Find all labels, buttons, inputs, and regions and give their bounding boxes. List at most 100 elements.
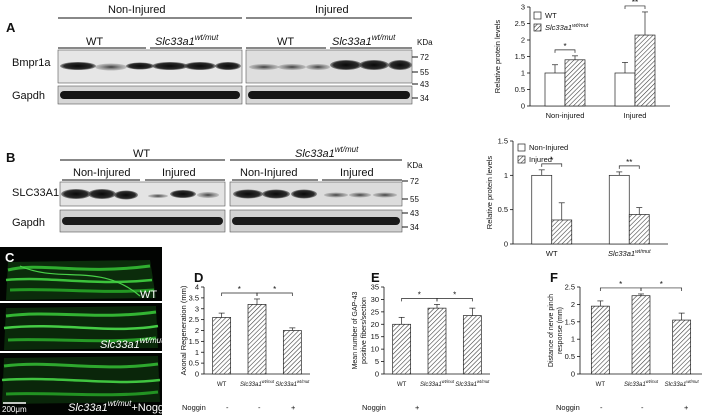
x-tick-label: WT (397, 382, 407, 388)
legend-swatch (517, 155, 526, 164)
bar (247, 304, 267, 375)
noggin-e-3: + (415, 403, 420, 412)
y-tick-label: 5 (375, 357, 379, 366)
significance-mark: ** (632, 0, 638, 7)
x-tick-label: Slc33a1wt/mut (275, 379, 310, 388)
bar (564, 59, 586, 107)
noggin-row-f: Noggin - - + (556, 403, 689, 412)
blot-a-group-left: Non-Injured (108, 4, 165, 16)
blot-a-kda: KDa (417, 38, 433, 47)
micrographs (0, 247, 162, 415)
y-tick-label: 4 (195, 283, 199, 292)
significance-mark: * (273, 285, 276, 294)
legend-swatch (533, 11, 542, 20)
y-axis-label: Relative protein levels (485, 156, 494, 230)
panel-label-e: E (371, 270, 380, 285)
y-tick-label: 1.5 (565, 317, 575, 326)
significance-bracket (640, 287, 683, 291)
significance-bracket (256, 292, 293, 296)
significance-mark: * (453, 290, 456, 299)
significance-bracket (554, 49, 576, 53)
y-tick-label: 0 (375, 370, 379, 379)
micrograph-mut-noggin (1, 356, 161, 404)
significance-mark: * (238, 285, 241, 294)
blot-a-markers: 72 55 43 34 (412, 53, 429, 103)
blot-b-marker-72: 72 (410, 177, 419, 186)
blot-b-markers: 72 55 43 34 (402, 177, 419, 232)
blot-a-mut-right: Slc33a1wt/mut (332, 33, 396, 48)
bar (282, 330, 302, 375)
y-tick-label: 20 (371, 320, 379, 329)
chart-d: 0 0.5 1 1.5 2 2.5 3 3.54 Axonal Regeneration (mm… (179, 283, 310, 389)
legend-label: WT (545, 11, 557, 20)
panel-label-b: B (6, 150, 15, 165)
noggin-f-1: - (600, 403, 603, 412)
significance-mark: * (550, 156, 553, 165)
blot-b-images (59, 181, 403, 233)
y-tick-label: 10 (371, 345, 379, 354)
chart-f: 0 0.5 1 1.5 2 2.5 Distance of nerve pinch respo… (548, 280, 702, 388)
blot-a-mut-left: Slc33a1wt/mut (155, 33, 219, 48)
noggin-row-e: Noggin + (362, 403, 420, 412)
noggin-d-2: - (258, 403, 261, 412)
bar (544, 72, 566, 107)
x-tick-label: Slc33a1wt/mut (455, 379, 490, 388)
blot-b-marker-43: 43 (410, 209, 419, 218)
x-tick-label: Slc33a1wt/mut (240, 379, 275, 388)
significance-mark: ** (626, 158, 632, 167)
bar (672, 319, 692, 375)
blot-a-marker-55: 55 (420, 68, 429, 77)
panel-label-c: C (5, 250, 15, 265)
micrograph-label-wt: WT (140, 289, 157, 301)
blot-b-row2-label: Gapdh (12, 217, 45, 229)
noggin-f-2: - (641, 403, 644, 412)
bar (628, 214, 650, 245)
y-tick-label: 0.5 (515, 85, 525, 94)
significance-bracket (541, 163, 563, 167)
bar (212, 317, 232, 375)
y-axis-label: positive fibers/section (361, 297, 368, 364)
blot-a-marker-72: 72 (420, 53, 429, 62)
legend-label: Injured (529, 155, 552, 164)
blot-a-images (57, 49, 413, 105)
legend-swatch (517, 143, 526, 152)
y-tick-label: 30 (371, 295, 379, 304)
chart-b: 0 0.5 1 1.5 Relative protein levels WT Slc33a1… (485, 137, 668, 258)
significance-mark: * (619, 280, 622, 289)
y-axis-label: Mean number of GAP-43 (352, 291, 359, 369)
y-tick-label: 1.5 (189, 337, 199, 346)
y-tick-label: 1 (195, 348, 199, 357)
noggin-label-d: Noggin (182, 403, 206, 412)
noggin-row-d: Noggin - - + (182, 403, 296, 412)
blot-a-row2-label: Gapdh (12, 90, 45, 102)
bar (614, 72, 636, 107)
noggin-d-1: - (226, 403, 229, 412)
x-tick-label: Slc33a1wt/mut (624, 379, 659, 388)
y-tick-label: 0 (571, 370, 575, 379)
blot-b-marker-55: 55 (410, 195, 419, 204)
bar (608, 174, 630, 245)
y-tick-label: 0.5 (498, 205, 508, 214)
chart-e: 0 5 10 15 20 25 30 35 Mean number of GAP-43 posit… (352, 283, 490, 389)
blot-b-injured-left: Injured (162, 167, 196, 179)
y-axis-label: Distance of nerve pinch (548, 294, 555, 367)
chart-a: 0 0.5 1 1.5 2 2.5 3 Relative protein levels Non-… (493, 0, 670, 120)
legend-label: Slc33a1wt/mut (545, 23, 589, 32)
y-tick-label: 1 (504, 171, 508, 180)
y-axis-label: Axonal Regeneration (mm) (179, 285, 188, 375)
y-tick-label: 1 (521, 69, 525, 78)
significance-bracket (624, 5, 646, 9)
y-tick-label: 0 (195, 370, 199, 379)
significance-bracket (436, 298, 473, 302)
blot-b-wt-group: WT (133, 148, 150, 160)
significance-mark: * (418, 290, 421, 299)
blot-b-row1-label: SLC33A1 (12, 187, 59, 199)
micrograph-label-mut-noggin: Slc33a1wt/mut+Noggin (68, 399, 173, 414)
y-tick-label: 1.5 (498, 137, 508, 146)
significance-mark: * (660, 280, 663, 289)
y-tick-label: 15 (371, 332, 379, 341)
panel-label-d: D (194, 270, 203, 285)
panel-label-f: F (550, 270, 558, 285)
bar (462, 315, 482, 375)
